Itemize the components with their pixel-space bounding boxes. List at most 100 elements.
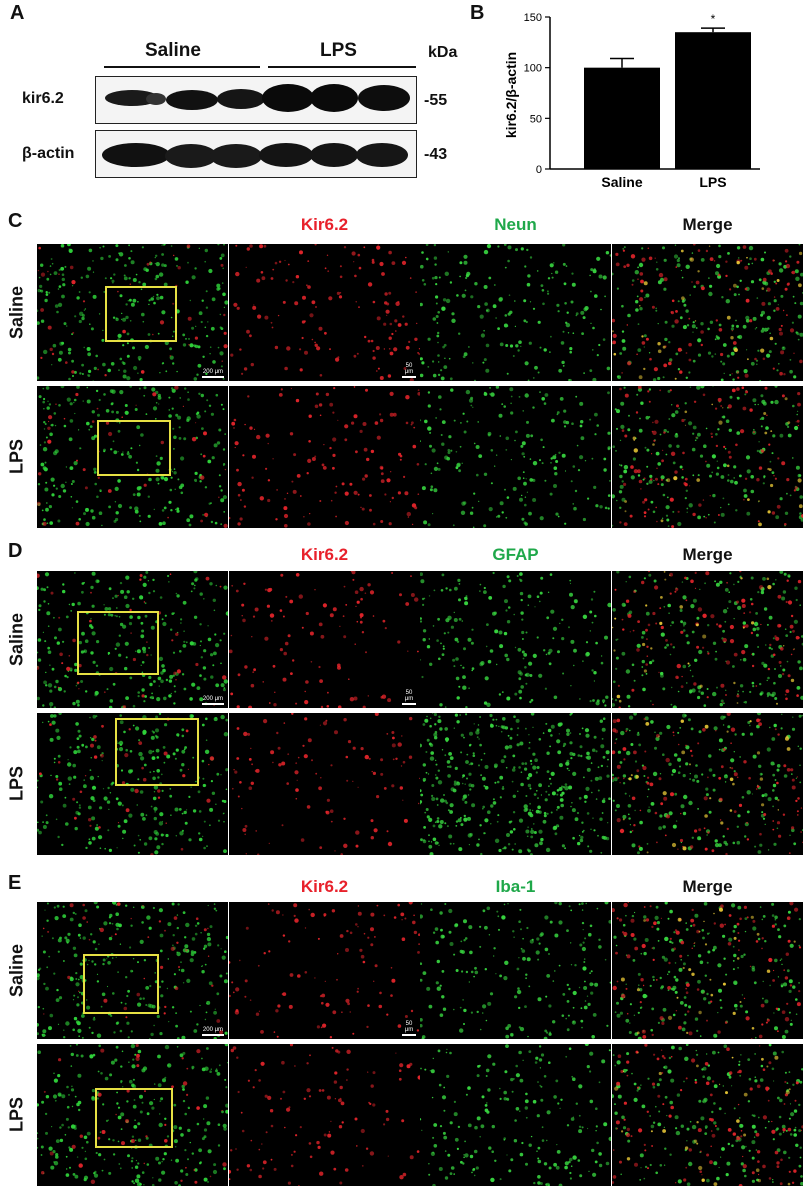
- micrograph-signal: [230, 244, 420, 381]
- micrograph-signal: [229, 902, 420, 1039]
- panel-label-a: A: [10, 2, 25, 24]
- blot-bands-actin: [102, 143, 408, 168]
- micrograph-d-saline-3: [612, 571, 803, 708]
- scale-bar-overview: 200 μm: [202, 696, 224, 705]
- scale-bar-overview: 200 μm: [202, 369, 224, 378]
- micrograph-c-saline-0: 200 μm: [37, 244, 228, 381]
- micrograph-signal: [420, 386, 611, 528]
- chart-bar-saline: [584, 67, 660, 169]
- column-header-kir6-2: Kir6.2: [300, 877, 349, 896]
- scale-bar-label: 50 μm: [404, 690, 414, 702]
- micrograph-d-lps-2: [420, 713, 611, 855]
- micrograph-c-lps-3: [612, 386, 803, 528]
- micrograph-signal: [37, 713, 228, 855]
- micrograph-e-lps-2: [420, 1044, 611, 1186]
- micrograph-signal: [612, 244, 803, 381]
- column-header-kir6-2: Kir6.2: [300, 215, 349, 234]
- bar-chart: kir6.2/β-actin 0 50 100 150 Saline LPS *: [503, 12, 760, 190]
- scale-bar-line: [402, 703, 416, 705]
- micrograph-c-saline-2: [420, 244, 611, 381]
- column-header-iba-1: Iba-1: [495, 877, 536, 896]
- blot-strip-kir62: [95, 76, 417, 124]
- blot-bands-kir62: [105, 84, 410, 112]
- micrograph-d-lps-3: [612, 713, 803, 855]
- scale-bar-line: [202, 703, 224, 705]
- panel-label-c: C: [8, 210, 23, 232]
- blot-group-lps: LPS: [320, 40, 357, 61]
- micrograph-signal: [37, 244, 228, 381]
- row-label-saline: Saline: [6, 285, 27, 339]
- blot-mw-actin: -43: [424, 146, 448, 163]
- roi-box: [77, 611, 159, 675]
- row-label-saline: Saline: [6, 943, 27, 997]
- micrograph-signal: [420, 902, 611, 1039]
- micrograph-signal: [232, 713, 420, 855]
- chart-ytick-label: 100: [524, 63, 542, 75]
- roi-box: [105, 286, 177, 342]
- scale-bar-label: 200 μm: [202, 369, 224, 375]
- micrograph-d-saline-2: [420, 571, 611, 708]
- scale-bar-label: 50 μm: [404, 363, 414, 375]
- micrograph-signal: [37, 386, 228, 528]
- micrograph-signal: [612, 902, 802, 1039]
- micrograph-signal: [420, 571, 611, 708]
- micrograph-c-lps-1: [229, 386, 420, 528]
- micrograph-signal: [612, 1044, 803, 1186]
- chart-xtick-label: LPS: [699, 174, 726, 190]
- chart-ylabel: kir6.2/β-actin: [503, 52, 519, 138]
- micrograph-e-lps-1: [229, 1044, 420, 1186]
- blot-group-lps-line: [268, 66, 416, 68]
- chart-xtick-label: Saline: [601, 174, 642, 190]
- column-header-neun: Neun: [494, 215, 537, 234]
- panel-label-e: E: [8, 872, 22, 894]
- roi-box: [115, 718, 199, 786]
- micrograph-d-lps-1: [229, 713, 420, 855]
- micrograph-d-saline-1: 50 μm: [229, 571, 420, 708]
- blot-protein-actin: β-actin: [22, 145, 75, 162]
- chart-bar-lps: [675, 32, 751, 170]
- micrograph-signal: [229, 1044, 420, 1186]
- micrograph-signal: [420, 244, 611, 381]
- micrograph-signal: [37, 1044, 228, 1186]
- scale-bar-label: 200 μm: [202, 696, 224, 702]
- micrograph-signal: [37, 571, 228, 708]
- blot-group-saline-line: [104, 66, 260, 68]
- micrograph-signal: [420, 713, 611, 855]
- micrograph-signal: [612, 386, 803, 528]
- micrograph-d-saline-0: 200 μm: [37, 571, 228, 708]
- micrograph-e-lps-3: [612, 1044, 803, 1186]
- micrograph-e-saline-1: 50 μm: [229, 902, 420, 1039]
- chart-significance-star: *: [711, 12, 716, 26]
- micrograph-e-saline-0: 200 μm: [37, 902, 228, 1039]
- micrograph-signal: [229, 571, 419, 708]
- scale-bar-line: [402, 1034, 416, 1036]
- micrograph-e-saline-3: [612, 902, 803, 1039]
- micrograph-signal: [612, 713, 803, 855]
- blot-protein-kir62: kir6.2: [22, 90, 64, 107]
- scale-bar-line: [202, 1034, 224, 1036]
- micrograph-signal: [229, 386, 420, 528]
- chart-ytick-label: 50: [530, 113, 542, 125]
- micrograph-e-lps-0: [37, 1044, 228, 1186]
- micrograph-c-saline-1: 50 μm: [229, 244, 420, 381]
- chart-bars: Saline LPS *: [584, 12, 751, 190]
- blot-kda-label: kDa: [428, 44, 458, 61]
- panel-label-b: B: [470, 2, 485, 24]
- scale-bar-line: [402, 376, 416, 378]
- column-header-merge: Merge: [682, 545, 733, 564]
- blot-strip-actin: [95, 130, 417, 178]
- scale-bar-label: 50 μm: [404, 1021, 414, 1033]
- chart-ytick-label: 150: [524, 12, 542, 24]
- scale-bar-label: 200 μm: [202, 1027, 224, 1033]
- scale-bar-detail: 50 μm: [402, 1021, 416, 1036]
- micrograph-signal: [37, 902, 228, 1039]
- row-label-lps: LPS: [6, 1097, 27, 1133]
- scale-bar-detail: 50 μm: [402, 363, 416, 378]
- row-label-saline: Saline: [6, 612, 27, 666]
- scale-bar-detail: 50 μm: [402, 690, 416, 705]
- micrograph-d-lps-0: [37, 713, 228, 855]
- micrograph-c-lps-0: [37, 386, 228, 528]
- column-header-gfap: GFAP: [492, 545, 539, 564]
- roi-box: [83, 954, 159, 1014]
- roi-box: [95, 1088, 173, 1148]
